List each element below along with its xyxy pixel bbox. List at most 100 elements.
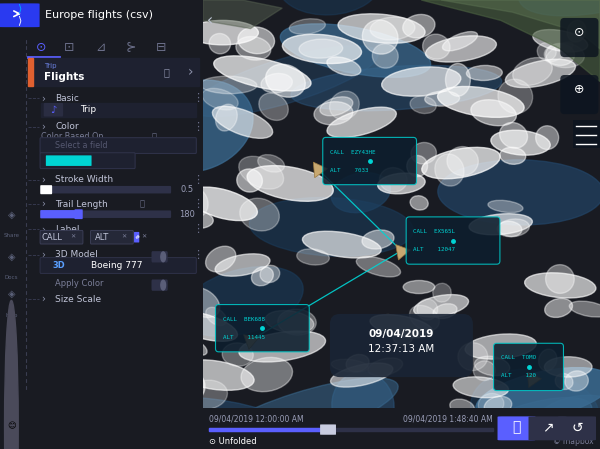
Text: ⊱: ⊱ — [125, 41, 136, 54]
Ellipse shape — [533, 30, 588, 52]
Ellipse shape — [214, 56, 311, 91]
Ellipse shape — [179, 211, 213, 229]
Ellipse shape — [289, 19, 325, 34]
Text: ALT    7033: ALT 7033 — [330, 167, 368, 172]
Text: ⊟: ⊟ — [156, 41, 167, 54]
FancyBboxPatch shape — [134, 232, 139, 242]
Ellipse shape — [329, 91, 359, 119]
Text: ALT: ALT — [95, 233, 109, 242]
Ellipse shape — [545, 44, 575, 66]
Text: ›: › — [41, 175, 46, 185]
FancyBboxPatch shape — [40, 210, 81, 218]
Ellipse shape — [471, 100, 517, 126]
Ellipse shape — [425, 91, 460, 106]
Ellipse shape — [433, 304, 457, 318]
FancyBboxPatch shape — [151, 279, 168, 291]
Text: Color Based On: Color Based On — [41, 132, 103, 141]
Ellipse shape — [457, 397, 592, 449]
Ellipse shape — [314, 101, 353, 125]
Ellipse shape — [569, 301, 600, 317]
Ellipse shape — [407, 155, 428, 176]
Text: ⊡: ⊡ — [64, 41, 75, 54]
Ellipse shape — [297, 249, 329, 265]
Text: Docs: Docs — [5, 275, 18, 280]
Ellipse shape — [491, 130, 550, 155]
Text: ⓘ: ⓘ — [152, 132, 157, 141]
Text: Help: Help — [5, 313, 17, 317]
Ellipse shape — [458, 343, 488, 370]
FancyBboxPatch shape — [40, 185, 52, 194]
Ellipse shape — [338, 14, 425, 43]
Ellipse shape — [445, 63, 470, 96]
Ellipse shape — [544, 43, 584, 68]
Ellipse shape — [239, 156, 284, 189]
Bar — [28, 58, 33, 86]
Ellipse shape — [265, 311, 314, 333]
Ellipse shape — [236, 36, 271, 60]
Ellipse shape — [259, 93, 289, 120]
Ellipse shape — [302, 231, 381, 258]
FancyBboxPatch shape — [91, 230, 133, 244]
Text: ✕: ✕ — [71, 235, 76, 240]
Ellipse shape — [422, 147, 500, 179]
Ellipse shape — [116, 397, 301, 449]
Text: ↗: ↗ — [542, 421, 553, 435]
Text: ⊙: ⊙ — [35, 41, 46, 54]
Ellipse shape — [331, 172, 391, 213]
Ellipse shape — [410, 196, 428, 210]
Text: ⊕: ⊕ — [574, 83, 584, 96]
Text: Label: Label — [55, 225, 80, 234]
Text: ⊙: ⊙ — [574, 26, 584, 39]
Ellipse shape — [346, 354, 369, 372]
Ellipse shape — [567, 20, 586, 42]
Ellipse shape — [222, 343, 253, 366]
Text: ALT    11445: ALT 11445 — [223, 335, 265, 339]
Ellipse shape — [370, 17, 415, 40]
Text: Color: Color — [55, 122, 79, 131]
Text: Trip: Trip — [80, 105, 97, 114]
Ellipse shape — [212, 106, 272, 138]
FancyBboxPatch shape — [46, 155, 92, 166]
Ellipse shape — [278, 309, 316, 335]
Ellipse shape — [476, 368, 600, 422]
Text: 09/04/2019 12:00:00 AM: 09/04/2019 12:00:00 AM — [209, 415, 304, 424]
Ellipse shape — [498, 79, 533, 114]
Ellipse shape — [545, 264, 574, 293]
Ellipse shape — [327, 107, 397, 137]
Ellipse shape — [266, 64, 305, 97]
Ellipse shape — [206, 246, 236, 272]
Ellipse shape — [382, 67, 461, 96]
Ellipse shape — [410, 96, 436, 114]
Ellipse shape — [187, 380, 227, 409]
Ellipse shape — [519, 0, 600, 16]
Text: ALT    120: ALT 120 — [500, 374, 536, 379]
Circle shape — [161, 252, 166, 262]
Ellipse shape — [447, 146, 478, 176]
Ellipse shape — [368, 358, 403, 376]
Ellipse shape — [475, 356, 510, 376]
Ellipse shape — [403, 281, 435, 294]
Text: ♪: ♪ — [50, 105, 56, 115]
Text: ◈: ◈ — [8, 251, 15, 261]
Ellipse shape — [500, 123, 527, 148]
Text: ›: › — [187, 65, 193, 79]
Ellipse shape — [280, 24, 431, 77]
Text: 09/04/2019 1:48:40 AM: 09/04/2019 1:48:40 AM — [403, 415, 493, 424]
Text: ⋮: ⋮ — [192, 250, 203, 260]
FancyBboxPatch shape — [44, 103, 63, 117]
Ellipse shape — [331, 359, 368, 372]
Text: ›: › — [41, 122, 46, 132]
Ellipse shape — [261, 74, 292, 93]
Bar — [209, 428, 493, 431]
Text: ›: › — [41, 250, 46, 260]
Ellipse shape — [278, 0, 381, 15]
Text: ⏸: ⏸ — [512, 421, 521, 435]
FancyBboxPatch shape — [558, 416, 596, 440]
Text: ◈: ◈ — [8, 210, 15, 220]
Ellipse shape — [215, 254, 270, 276]
Ellipse shape — [488, 200, 523, 212]
Ellipse shape — [331, 363, 393, 387]
Ellipse shape — [380, 167, 407, 192]
Text: Flights: Flights — [44, 72, 85, 83]
FancyBboxPatch shape — [573, 120, 600, 148]
